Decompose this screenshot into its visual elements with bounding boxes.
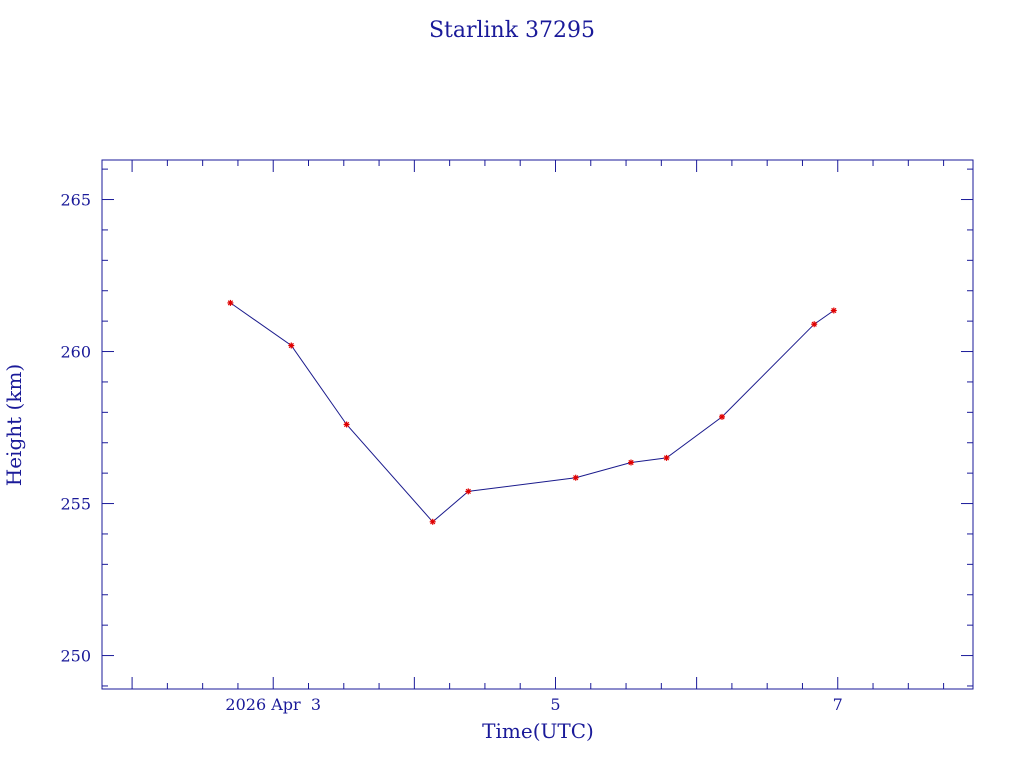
y-tick-label: 260 bbox=[60, 343, 91, 362]
chart-title: Starlink 37295 bbox=[429, 18, 595, 43]
series-points bbox=[227, 299, 837, 525]
data-point bbox=[572, 474, 579, 481]
data-point bbox=[227, 299, 234, 306]
data-point bbox=[663, 454, 670, 461]
y-tick-label: 250 bbox=[60, 647, 91, 666]
data-point bbox=[628, 459, 634, 466]
x-axis-label: Time(UTC) bbox=[482, 719, 594, 743]
x-axis-ticks: 2026 Apr 3 5 7 bbox=[131, 160, 945, 714]
data-point bbox=[811, 321, 818, 328]
x-tick-label: 7 bbox=[833, 695, 843, 714]
series-line bbox=[230, 302, 835, 523]
plot-frame bbox=[101, 159, 974, 690]
series-lines bbox=[230, 302, 835, 523]
y-tick-label: 255 bbox=[60, 495, 91, 514]
data-point bbox=[429, 518, 436, 525]
x-tick-label: 5 bbox=[550, 695, 560, 714]
data-point bbox=[719, 413, 725, 420]
x-tick-label: 2026 Apr 3 bbox=[225, 695, 321, 714]
data-point bbox=[288, 342, 295, 349]
data-point bbox=[830, 307, 837, 314]
y-axis-label: Height (km) bbox=[2, 364, 26, 486]
y-tick-label: 265 bbox=[60, 191, 91, 210]
data-point bbox=[343, 421, 350, 428]
y-axis-ticks: 250 255 260 265 bbox=[60, 168, 973, 687]
data-point bbox=[465, 488, 472, 495]
